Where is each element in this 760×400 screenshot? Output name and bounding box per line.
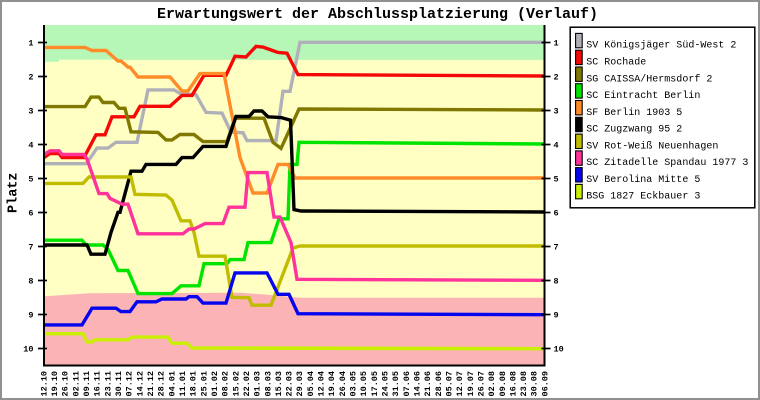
- svg-text:05.07: 05.07: [445, 371, 455, 397]
- svg-text:18.01: 18.01: [189, 371, 199, 397]
- svg-text:02.08: 02.08: [487, 371, 497, 397]
- svg-text:12.04: 12.04: [317, 371, 327, 397]
- svg-text:31.05: 31.05: [391, 371, 401, 397]
- svg-text:02.11: 02.11: [71, 371, 81, 397]
- svg-text:23.11: 23.11: [103, 371, 113, 397]
- svg-text:SC Rochade: SC Rochade: [586, 57, 646, 69]
- svg-text:15.03: 15.03: [274, 371, 284, 397]
- svg-text:1: 1: [28, 39, 33, 49]
- svg-text:22.03: 22.03: [285, 371, 295, 397]
- svg-text:SC Eintracht Berlin: SC Eintracht Berlin: [586, 90, 700, 102]
- svg-text:08.03: 08.03: [263, 371, 273, 397]
- svg-text:28.12: 28.12: [157, 371, 167, 397]
- svg-text:06.09: 06.09: [540, 371, 550, 397]
- svg-text:SC Zitadelle Spandau 1977 3: SC Zitadelle Spandau 1977 3: [586, 157, 748, 169]
- svg-text:03.05: 03.05: [349, 371, 359, 397]
- svg-text:9: 9: [554, 311, 559, 321]
- svg-text:11.01: 11.01: [178, 371, 188, 397]
- svg-text:3: 3: [28, 107, 33, 117]
- svg-text:7: 7: [554, 243, 559, 253]
- svg-text:4: 4: [28, 141, 33, 151]
- svg-text:5: 5: [28, 175, 33, 185]
- svg-text:26.10: 26.10: [61, 371, 71, 397]
- svg-text:17.05: 17.05: [370, 371, 380, 397]
- svg-text:19.04: 19.04: [327, 371, 337, 397]
- svg-text:07.12: 07.12: [125, 371, 135, 397]
- svg-text:09.08: 09.08: [498, 371, 508, 397]
- svg-text:SV Rot-Weiß Neuenhagen: SV Rot-Weiß Neuenhagen: [586, 140, 718, 152]
- svg-text:SG CAISSA/Hermsdorf 2: SG CAISSA/Hermsdorf 2: [586, 73, 712, 85]
- svg-text:12.10: 12.10: [39, 371, 49, 397]
- svg-text:21.06: 21.06: [423, 371, 433, 397]
- svg-text:30.08: 30.08: [530, 371, 540, 397]
- svg-text:10: 10: [23, 345, 33, 355]
- svg-text:7: 7: [28, 243, 33, 253]
- svg-text:16.08: 16.08: [508, 371, 518, 397]
- svg-text:26.07: 26.07: [476, 371, 486, 397]
- svg-text:2: 2: [554, 73, 559, 83]
- svg-text:14.06: 14.06: [413, 371, 423, 397]
- svg-text:07.06: 07.06: [402, 371, 412, 397]
- svg-text:21.12: 21.12: [146, 371, 156, 397]
- svg-text:08.02: 08.02: [221, 371, 231, 397]
- svg-text:5: 5: [554, 175, 559, 185]
- svg-text:SV Berolina Mitte 5: SV Berolina Mitte 5: [586, 174, 700, 186]
- svg-text:2: 2: [28, 73, 33, 83]
- svg-text:01.02: 01.02: [210, 371, 220, 397]
- svg-text:09.11: 09.11: [82, 371, 92, 397]
- svg-text:SF Berlin 1903 5: SF Berlin 1903 5: [586, 107, 682, 119]
- svg-text:1: 1: [554, 39, 559, 49]
- svg-text:8: 8: [554, 277, 559, 287]
- svg-text:29.03: 29.03: [295, 371, 305, 397]
- svg-text:04.01: 04.01: [167, 371, 177, 397]
- svg-text:05.04: 05.04: [306, 371, 316, 397]
- svg-text:12.07: 12.07: [455, 371, 465, 397]
- svg-text:22.02: 22.02: [242, 371, 252, 397]
- svg-text:28.06: 28.06: [434, 371, 444, 397]
- svg-text:24.05: 24.05: [381, 371, 391, 397]
- svg-text:9: 9: [28, 311, 33, 321]
- svg-text:10.05: 10.05: [359, 371, 369, 397]
- svg-text:23.08: 23.08: [519, 371, 529, 397]
- svg-text:19.10: 19.10: [50, 371, 60, 397]
- svg-text:6: 6: [554, 209, 559, 219]
- svg-text:Platz: Platz: [6, 172, 21, 213]
- svg-text:01.03: 01.03: [253, 371, 263, 397]
- svg-text:SV Königsjäger Süd-West 2: SV Königsjäger Süd-West 2: [586, 40, 736, 52]
- svg-text:4: 4: [554, 141, 559, 151]
- svg-text:10: 10: [554, 345, 564, 355]
- svg-text:Erwartungswert der Abschlusspl: Erwartungswert der Abschlussplatzierung …: [157, 6, 598, 23]
- svg-text:25.01: 25.01: [199, 371, 209, 397]
- svg-text:26.04: 26.04: [338, 371, 348, 397]
- svg-text:30.11: 30.11: [114, 371, 124, 397]
- svg-text:3: 3: [554, 107, 559, 117]
- svg-text:SC Zugzwang 95 2: SC Zugzwang 95 2: [586, 125, 682, 136]
- svg-text:14.12: 14.12: [135, 371, 145, 397]
- svg-text:BSG 1827 Eckbauer 3: BSG 1827 Eckbauer 3: [586, 191, 700, 203]
- svg-text:19.07: 19.07: [466, 371, 476, 397]
- svg-text:6: 6: [28, 209, 33, 219]
- svg-text:8: 8: [28, 277, 33, 287]
- svg-text:15.02: 15.02: [231, 371, 241, 397]
- svg-text:16.11: 16.11: [93, 371, 103, 397]
